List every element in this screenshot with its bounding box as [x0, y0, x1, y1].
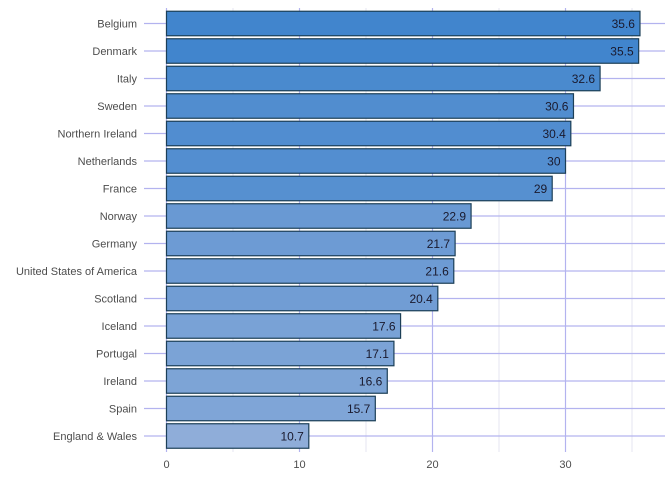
bar [165, 10, 641, 37]
x-tick-label: 30 [559, 459, 571, 471]
y-tick-label: Ireland [103, 376, 137, 388]
bar [165, 368, 388, 394]
value-label: 22.9 [443, 210, 467, 224]
y-tick-label: Sweden [97, 101, 137, 113]
bar [165, 93, 575, 119]
bar [165, 38, 640, 64]
value-label: 21.6 [425, 265, 449, 279]
bar [165, 203, 472, 229]
x-tick-label: 10 [293, 459, 305, 471]
y-tick-label: Spain [109, 404, 137, 416]
y-tick-label: Germany [92, 239, 138, 251]
x-tick-label: 0 [163, 459, 169, 471]
bars [165, 10, 641, 449]
y-axis-labels: Belgium Denmark Italy Sweden Northern Irelan… [16, 19, 138, 444]
bar [165, 230, 456, 257]
value-label: 30 [547, 155, 561, 169]
value-label: 29 [534, 182, 548, 196]
x-axis-labels: 0 10 20 30 [163, 459, 571, 471]
value-label: 20.4 [409, 292, 433, 306]
bar [165, 175, 553, 202]
bar [165, 423, 310, 449]
y-tick-label: Norway [100, 211, 138, 223]
y-tick-label: United States of America [16, 266, 138, 278]
bar [165, 120, 572, 147]
bar [165, 340, 395, 367]
y-tick-label: Belgium [97, 19, 137, 31]
value-label: 10.7 [280, 430, 304, 444]
bar [165, 285, 439, 312]
bar [165, 395, 376, 422]
value-label: 32.6 [572, 72, 596, 86]
bar [165, 65, 601, 92]
value-label: 15.7 [347, 402, 371, 416]
y-tick-label: Portugal [96, 349, 137, 361]
value-label: 17.6 [372, 320, 396, 334]
y-tick-label: Iceland [102, 321, 137, 333]
value-label: 21.7 [427, 237, 451, 251]
value-label: 30.6 [545, 100, 569, 114]
value-label: 17.1 [366, 347, 390, 361]
x-tick-label: 20 [426, 459, 438, 471]
bar [165, 313, 402, 339]
y-tick-label: Northern Ireland [58, 129, 138, 141]
y-tick-label: Scotland [94, 294, 137, 306]
value-label: 16.6 [359, 375, 383, 389]
y-tick-label: England & Wales [53, 431, 137, 443]
bar [165, 258, 455, 284]
value-labels: 35.6 35.5 32.630.6 30.4 30 29 22.9 21.7 21.6 20.4… [280, 17, 635, 444]
value-label: 30.4 [542, 127, 566, 141]
y-tick-label: Italy [117, 74, 138, 86]
y-tick-label: Denmark [92, 46, 137, 58]
value-label: 35.5 [610, 45, 634, 59]
value-label: 35.6 [612, 17, 636, 31]
y-tick-label: France [103, 184, 137, 196]
y-tick-label: Netherlands [78, 156, 138, 168]
bar [165, 148, 567, 174]
